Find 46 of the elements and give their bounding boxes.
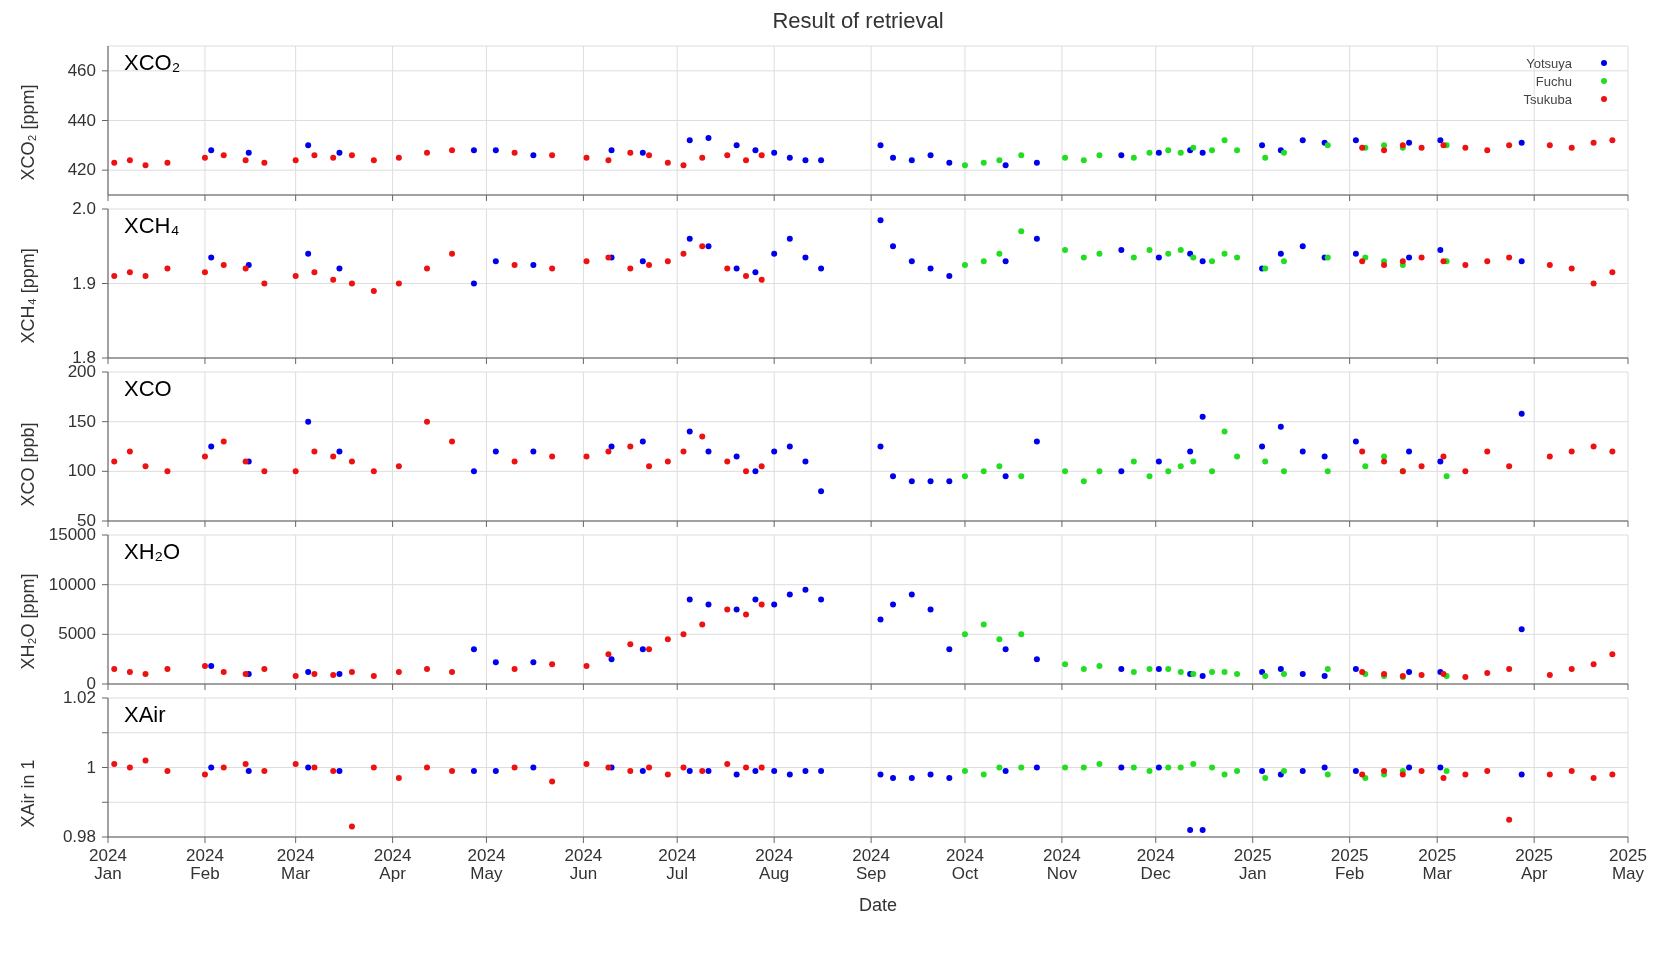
x-tick-label: 2024 Nov bbox=[1043, 846, 1081, 883]
annotation: XCO bbox=[124, 376, 172, 402]
y-tick-label: 2.0 bbox=[72, 199, 96, 218]
annotation: XCO₂ bbox=[124, 50, 181, 76]
x-tick-label: 2025 Mar bbox=[1418, 846, 1457, 883]
x-axis-title: Date bbox=[858, 895, 898, 916]
y-axis-title: XCO [ppb] bbox=[18, 422, 39, 507]
y-axis-title: XH₂O [ppm] bbox=[18, 573, 39, 670]
x-tick-label: 2025 Feb bbox=[1330, 846, 1369, 883]
x-tick-label: 2025 Apr bbox=[1515, 846, 1554, 883]
y-tick-label: 420 bbox=[67, 160, 96, 180]
x-tick-label: 2024 Sep bbox=[852, 846, 891, 883]
legend-label: Fuchu bbox=[1535, 73, 1572, 89]
y-axis-title: XCH₄ [ppm] bbox=[18, 248, 39, 344]
chart-title: Result of retrieval bbox=[771, 8, 945, 35]
x-tick-label: 2024 Aug bbox=[755, 846, 794, 883]
x-tick-label: 2024 Jul bbox=[658, 846, 697, 883]
y-tick-label: 1.9 bbox=[72, 273, 96, 293]
legend-label: Yotsuya bbox=[1526, 55, 1572, 71]
y-tick-label: 1.02 bbox=[62, 688, 96, 707]
y-axis-title: XCO₂ [ppm] bbox=[18, 84, 39, 181]
x-tick-label: 2024 May bbox=[467, 846, 506, 883]
x-tick-label: 2025 Jan bbox=[1233, 846, 1272, 883]
annotation: XCH₄ bbox=[124, 213, 180, 239]
y-tick-label: 5000 bbox=[58, 624, 96, 644]
y-tick-label: 440 bbox=[67, 110, 96, 130]
x-tick-label: 2025 May bbox=[1609, 846, 1647, 883]
y-tick-label: 150 bbox=[67, 411, 96, 431]
x-tick-label: 2024 Mar bbox=[276, 846, 315, 883]
x-tick-label: 2024 Jun bbox=[564, 846, 603, 883]
x-tick-label: 2024 Dec bbox=[1136, 846, 1175, 883]
legend-label: Tsukuba bbox=[1523, 91, 1572, 107]
x-tick-label: 2024 Jan bbox=[89, 846, 127, 883]
x-tick-label: 2024 Apr bbox=[373, 846, 412, 883]
y-axis-title: XAir in 1 bbox=[18, 759, 39, 828]
y-tick-label: 1 bbox=[86, 757, 96, 777]
y-tick-label: 460 bbox=[67, 60, 96, 80]
x-tick-label: 2024 Feb bbox=[186, 846, 224, 883]
y-tick-label: 15000 bbox=[48, 525, 96, 544]
y-tick-label: 0.98 bbox=[62, 827, 96, 846]
annotation: XH₂O bbox=[124, 539, 181, 565]
y-tick-label: 10000 bbox=[48, 574, 96, 594]
y-tick-label: 100 bbox=[67, 461, 96, 481]
y-tick-label: 200 bbox=[67, 362, 96, 381]
x-tick-label: 2024 Oct bbox=[946, 846, 984, 883]
annotation: XAir bbox=[124, 702, 166, 728]
